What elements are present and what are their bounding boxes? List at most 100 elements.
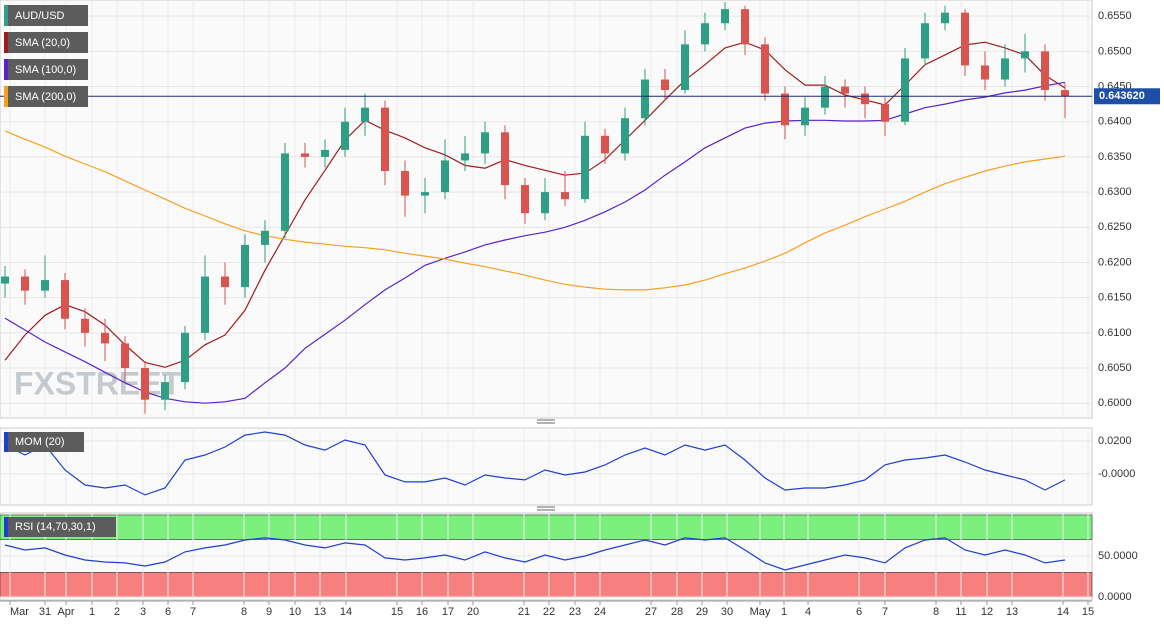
legend-box xyxy=(4,5,88,26)
candle-body xyxy=(21,276,29,291)
candle-body xyxy=(361,107,369,122)
legend-label: AUD/USD xyxy=(15,10,65,22)
legend-item: SMA (20,0) xyxy=(4,32,88,53)
indicator-name: RSI (14,70,30,1) xyxy=(15,521,96,533)
x-tick-label: 27 xyxy=(645,606,657,618)
legend-swatch xyxy=(4,32,8,53)
candle-body xyxy=(201,276,209,333)
candle-body xyxy=(981,65,989,80)
candle-body xyxy=(541,192,549,214)
y-tick-label: 0.6500 xyxy=(1098,45,1132,57)
y-tick-label: -0.0000 xyxy=(1098,468,1135,480)
x-tick-label: 7 xyxy=(882,606,888,618)
x-tick-label: 3 xyxy=(140,606,146,618)
overbought-band xyxy=(0,514,1093,540)
candle-body xyxy=(741,9,749,45)
indicator-swatch xyxy=(4,432,8,452)
x-tick-label: 13 xyxy=(314,606,326,618)
candle-body xyxy=(801,107,809,126)
candle-body xyxy=(241,244,249,288)
x-tick-label: 8 xyxy=(241,606,247,618)
legend-swatch xyxy=(4,59,8,80)
y-tick-label: 0.0000 xyxy=(1098,591,1132,603)
x-tick-label: 21 xyxy=(518,606,530,618)
indicator-name: MOM (20) xyxy=(15,436,65,448)
candle-body xyxy=(521,185,529,214)
legend-box xyxy=(4,86,88,107)
panel xyxy=(0,427,1093,506)
x-tick-label: 16 xyxy=(416,606,428,618)
candle-body xyxy=(921,23,929,59)
candle-body xyxy=(641,79,649,119)
candle-body xyxy=(1001,58,1009,80)
y-tick-label: 0.0200 xyxy=(1098,435,1132,447)
indicator-label: MOM (20) xyxy=(4,432,84,452)
x-tick-label: 31 xyxy=(39,606,51,618)
indicator-swatch xyxy=(4,517,8,537)
last-price-box xyxy=(1094,88,1160,105)
candle-body xyxy=(161,382,169,400)
x-tick-label: 15 xyxy=(1082,606,1094,618)
legend-label: SMA (100,0) xyxy=(15,64,76,76)
candle-body xyxy=(301,153,309,157)
x-tick-label: 14 xyxy=(340,606,352,618)
line xyxy=(4,130,1066,291)
last-price-label: 0.643620 xyxy=(1099,90,1145,102)
x-tick-label: May xyxy=(750,606,771,618)
x-tick-label: 17 xyxy=(442,606,454,618)
y-tick-label: 0.6100 xyxy=(1098,327,1132,339)
candle-body xyxy=(421,192,429,196)
legend-swatch xyxy=(4,5,8,26)
y-tick-label: 0.6150 xyxy=(1098,292,1132,304)
candle-body xyxy=(121,343,129,369)
y-tick-label: 0.6550 xyxy=(1098,10,1132,22)
candle-body xyxy=(701,23,709,45)
legend-box xyxy=(4,32,88,53)
legend-box xyxy=(4,59,88,80)
x-tick-label: 11 xyxy=(955,606,966,618)
line xyxy=(4,537,1066,571)
candle-body xyxy=(1,276,9,284)
candle-body xyxy=(581,135,589,200)
oversold-band xyxy=(0,572,1093,598)
y-tick-label: 0.6200 xyxy=(1098,256,1132,268)
x-tick-label: 9 xyxy=(266,606,272,618)
candle-body xyxy=(721,9,729,24)
candle-body xyxy=(1041,51,1049,91)
candle-body xyxy=(661,79,669,91)
candle-body xyxy=(941,12,949,24)
x-tick-label: 10 xyxy=(289,606,301,618)
x-tick-label: 20 xyxy=(467,606,479,618)
candle-body xyxy=(861,93,869,105)
candle-body xyxy=(401,171,409,196)
candle-body xyxy=(461,153,469,161)
y-tick-label: 50.0000 xyxy=(1098,550,1138,562)
y-tick-label: 0.6000 xyxy=(1098,397,1132,409)
x-tick-label: 29 xyxy=(696,606,708,618)
x-tick-label: 13 xyxy=(1006,606,1018,618)
x-tick-label: 12 xyxy=(981,606,993,618)
candle-body xyxy=(61,280,69,319)
x-tick-label: 1 xyxy=(781,606,787,618)
candle-body xyxy=(141,368,149,400)
legend-item: SMA (200,0) xyxy=(4,86,88,107)
x-tick-label: Mar xyxy=(10,606,29,618)
x-tick-label: 30 xyxy=(721,606,733,618)
candle-body xyxy=(761,44,769,94)
candle-body xyxy=(281,153,289,231)
candle-body xyxy=(841,86,849,94)
candle-body xyxy=(81,318,89,333)
candle-body xyxy=(501,132,509,186)
candle-body xyxy=(961,12,969,66)
candle-body xyxy=(441,160,449,193)
x-tick-label: 28 xyxy=(671,606,683,618)
legend-item: SMA (100,0) xyxy=(4,59,88,80)
indicator-label: RSI (14,70,30,1) xyxy=(4,517,116,537)
candle-body xyxy=(181,332,189,383)
y-tick-label: 0.6300 xyxy=(1098,186,1132,198)
legend-label: SMA (200,0) xyxy=(15,91,76,103)
line xyxy=(4,431,1066,496)
y-tick-label: 0.6350 xyxy=(1098,151,1132,163)
x-tick-label: 22 xyxy=(543,606,555,618)
